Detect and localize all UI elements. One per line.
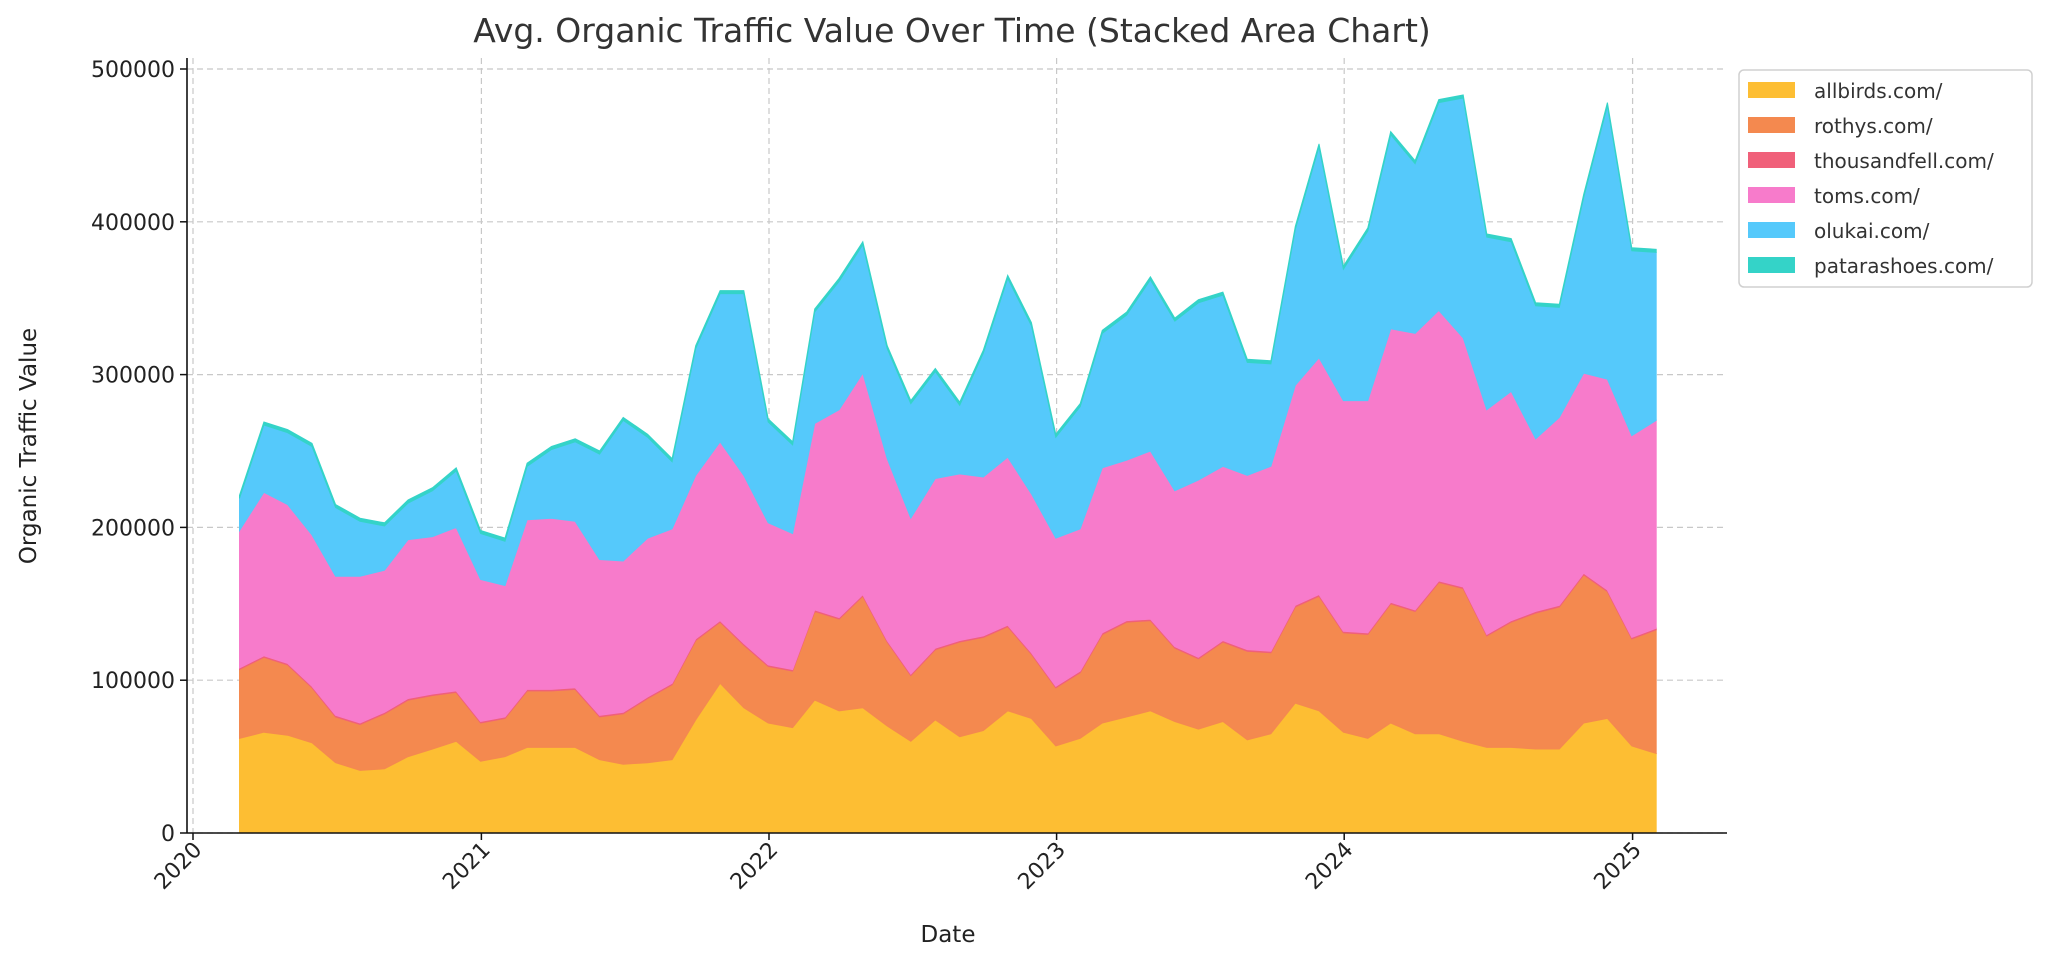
y-tick-label: 100000 xyxy=(91,669,175,694)
y-tick-label: 500000 xyxy=(91,58,175,83)
legend: allbirds.com/rothys.com/thousandfell.com… xyxy=(1738,69,2033,288)
legend-label-thousandfell-com: thousandfell.com/ xyxy=(1814,149,1994,173)
y-axis-label: Organic Traffic Value xyxy=(16,328,42,564)
x-tick-label: 2024 xyxy=(1301,838,1358,895)
legend-box xyxy=(1738,69,2033,288)
legend-swatch-allbirds-com xyxy=(1748,82,1795,98)
chart-title: Avg. Organic Traffic Value Over Time (St… xyxy=(473,11,1431,50)
x-axis-label: Date xyxy=(921,922,976,948)
x-axis-ticks: 2020 2021 2022 2023 2024 2025 xyxy=(150,833,1647,895)
y-tick-label: 0 xyxy=(161,822,175,847)
y-tick-label: 300000 xyxy=(91,364,175,389)
legend-label-rothys-com: rothys.com/ xyxy=(1814,114,1933,138)
y-axis-ticks: 0 100000 200000 300000 400000 500000 xyxy=(91,58,187,847)
legend-swatch-rothys-com xyxy=(1748,117,1795,133)
x-tick-label: 2021 xyxy=(438,838,495,895)
legend-swatch-olukai-com xyxy=(1748,222,1795,238)
legend-label-allbirds-com: allbirds.com/ xyxy=(1814,79,1943,103)
area-layers xyxy=(239,94,1657,834)
legend-label-patarashoes-com: patarashoes.com/ xyxy=(1814,254,1994,278)
x-tick-label: 2023 xyxy=(1014,838,1071,895)
y-tick-label: 400000 xyxy=(91,211,175,236)
x-tick-label: 2025 xyxy=(1590,838,1647,895)
legend-swatch-toms-com xyxy=(1748,187,1795,203)
legend-label-olukai-com: olukai.com/ xyxy=(1814,219,1930,243)
area-patarashoes-com xyxy=(239,94,1657,542)
x-tick-label: 2022 xyxy=(726,838,783,895)
legend-label-toms-com: toms.com/ xyxy=(1814,184,1920,208)
y-tick-label: 200000 xyxy=(91,516,175,541)
legend-swatch-patarashoes-com xyxy=(1748,257,1795,273)
legend-swatch-thousandfell-com xyxy=(1748,152,1795,168)
x-tick-label: 2020 xyxy=(150,838,207,895)
